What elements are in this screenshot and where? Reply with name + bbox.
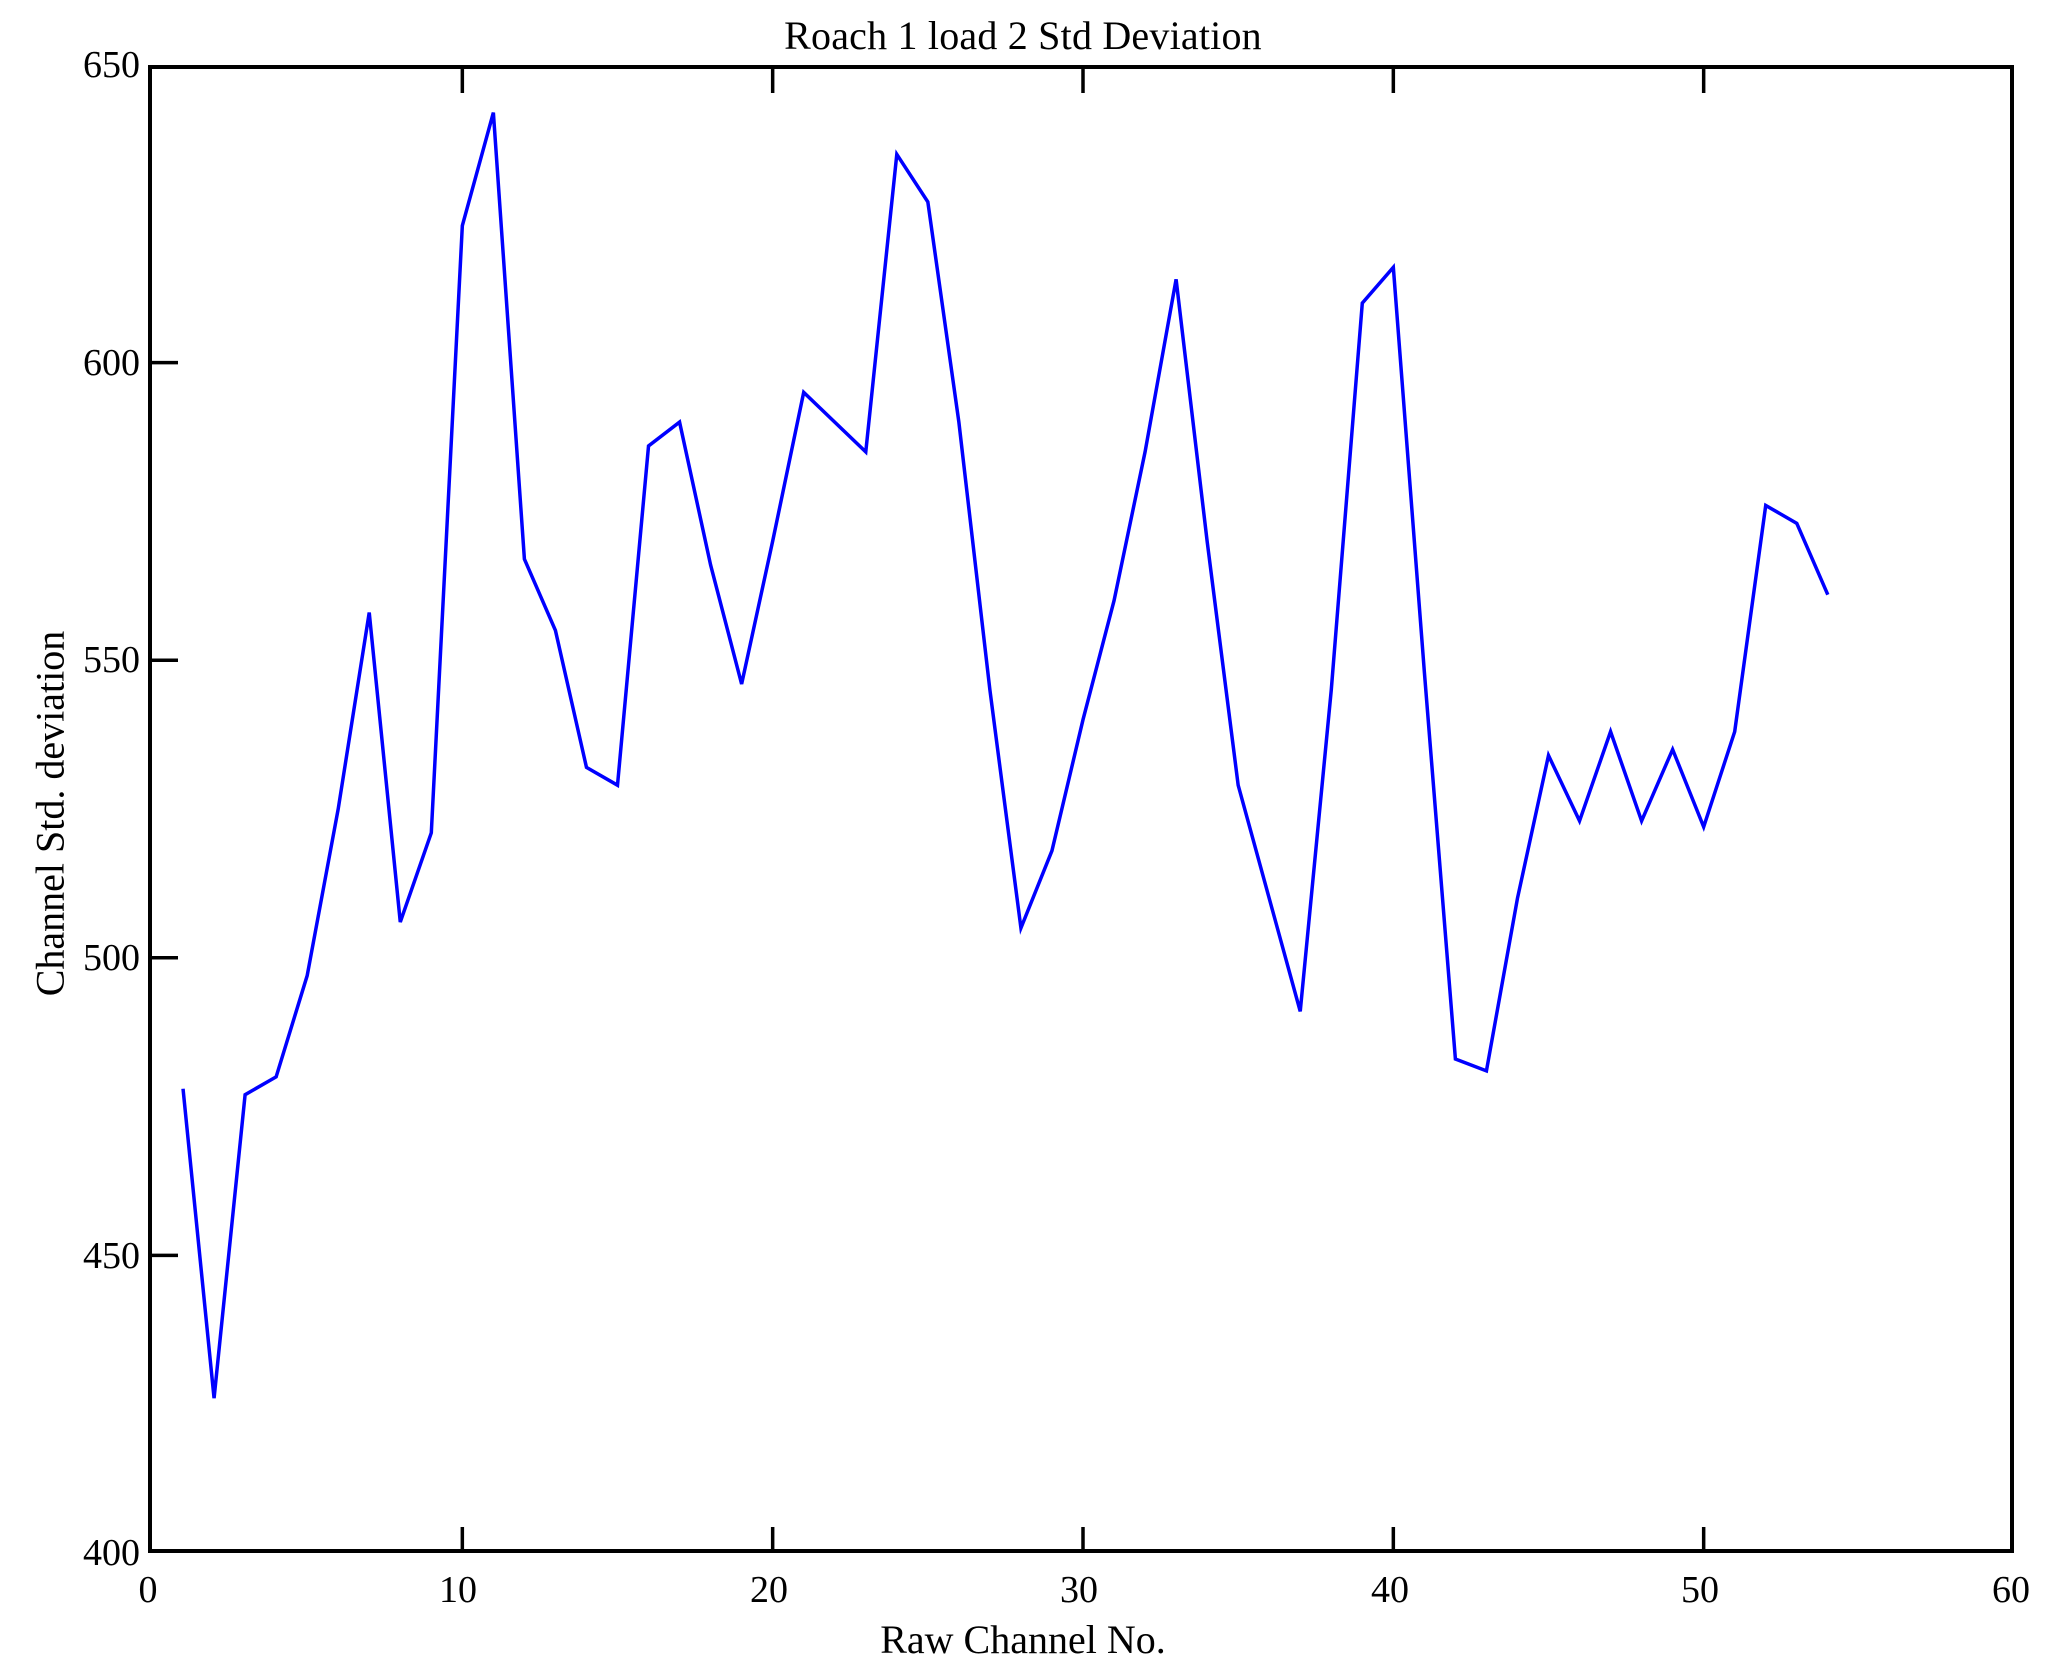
x-axis-label: Raw Channel No. xyxy=(880,1617,1166,1662)
x-tick-label-40: 40 xyxy=(1371,1569,1409,1611)
x-tick-label-60: 60 xyxy=(1992,1569,2030,1611)
y-axis-ticks xyxy=(152,65,178,1258)
y-axis-tick-labels: 650 600 550 500 450 400 xyxy=(0,0,140,1671)
data-series-line xyxy=(181,112,1830,1399)
y-tick-label-450: 450 xyxy=(83,1235,140,1277)
x-axis-tick-labels: 0 10 20 30 40 50 60 xyxy=(0,1570,2046,1630)
x-tick-label-20: 20 xyxy=(750,1569,788,1611)
y-tick-label-400: 400 xyxy=(83,1532,140,1574)
x-axis-ticks xyxy=(460,67,1706,1553)
y-axis-label: Channel Std. deviation xyxy=(27,630,73,997)
x-tick-label-30: 30 xyxy=(1060,1569,1098,1611)
x-tick-label-10: 10 xyxy=(439,1569,477,1611)
plot-area xyxy=(148,65,2014,1553)
x-tick-label-0: 0 xyxy=(138,1569,158,1611)
y-tick-label-550: 550 xyxy=(83,639,140,681)
y-tick-label-650: 650 xyxy=(83,44,140,86)
x-tick-label-50: 50 xyxy=(1681,1569,1719,1611)
y-tick-label-500: 500 xyxy=(83,937,140,979)
chart-title: Roach 1 load 2 Std Deviation xyxy=(784,13,1262,58)
plot-svg xyxy=(152,65,2014,1553)
y-tick-label-600: 600 xyxy=(83,342,140,384)
